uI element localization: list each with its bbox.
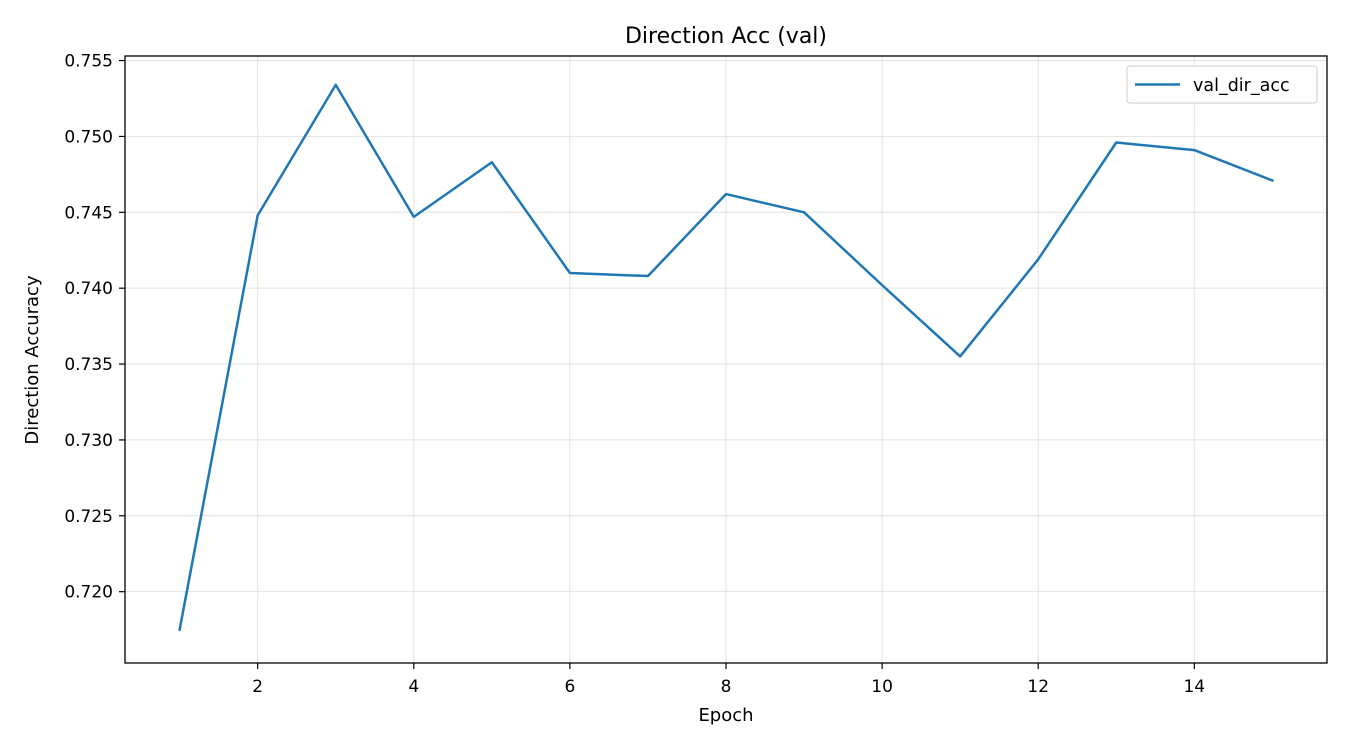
y-tick-label: 0.725 bbox=[64, 507, 113, 527]
y-tick-label: 0.750 bbox=[64, 127, 113, 147]
x-tick-label: 14 bbox=[1183, 677, 1205, 697]
legend[interactable]: val_dir_acc bbox=[1126, 65, 1318, 104]
legend-label: val_dir_acc bbox=[1193, 76, 1290, 96]
chart-title: Direction Acc (val) bbox=[625, 24, 827, 49]
x-tick-label: 8 bbox=[721, 677, 732, 697]
x-tick-label: 4 bbox=[408, 677, 419, 697]
gridlines bbox=[125, 56, 1327, 663]
y-axis: 0.720 0.725 0.730 0.735 0.740 0.745 0.750 0.755 bbox=[64, 52, 125, 603]
y-tick-label: 0.720 bbox=[64, 583, 113, 603]
y-tick-label: 0.740 bbox=[64, 279, 113, 299]
x-tick-label: 6 bbox=[564, 677, 575, 697]
x-axis-label: Epoch bbox=[698, 705, 753, 726]
x-axis: 2 4 6 8 10 12 14 bbox=[252, 663, 1205, 697]
y-tick-label: 0.755 bbox=[64, 52, 113, 72]
series-line-val_dir_acc bbox=[178, 83, 1274, 632]
legend-box bbox=[1126, 65, 1318, 104]
y-tick-label: 0.730 bbox=[64, 431, 113, 451]
x-tick-label: 12 bbox=[1027, 677, 1049, 697]
y-tick-label: 0.735 bbox=[64, 355, 113, 375]
y-tick-label: 0.745 bbox=[64, 203, 113, 223]
x-tick-label: 2 bbox=[252, 677, 263, 697]
y-axis-label: Direction Accuracy bbox=[22, 275, 43, 445]
series-layer bbox=[178, 83, 1274, 632]
x-tick-label: 10 bbox=[871, 677, 893, 697]
plot-background bbox=[125, 56, 1327, 663]
